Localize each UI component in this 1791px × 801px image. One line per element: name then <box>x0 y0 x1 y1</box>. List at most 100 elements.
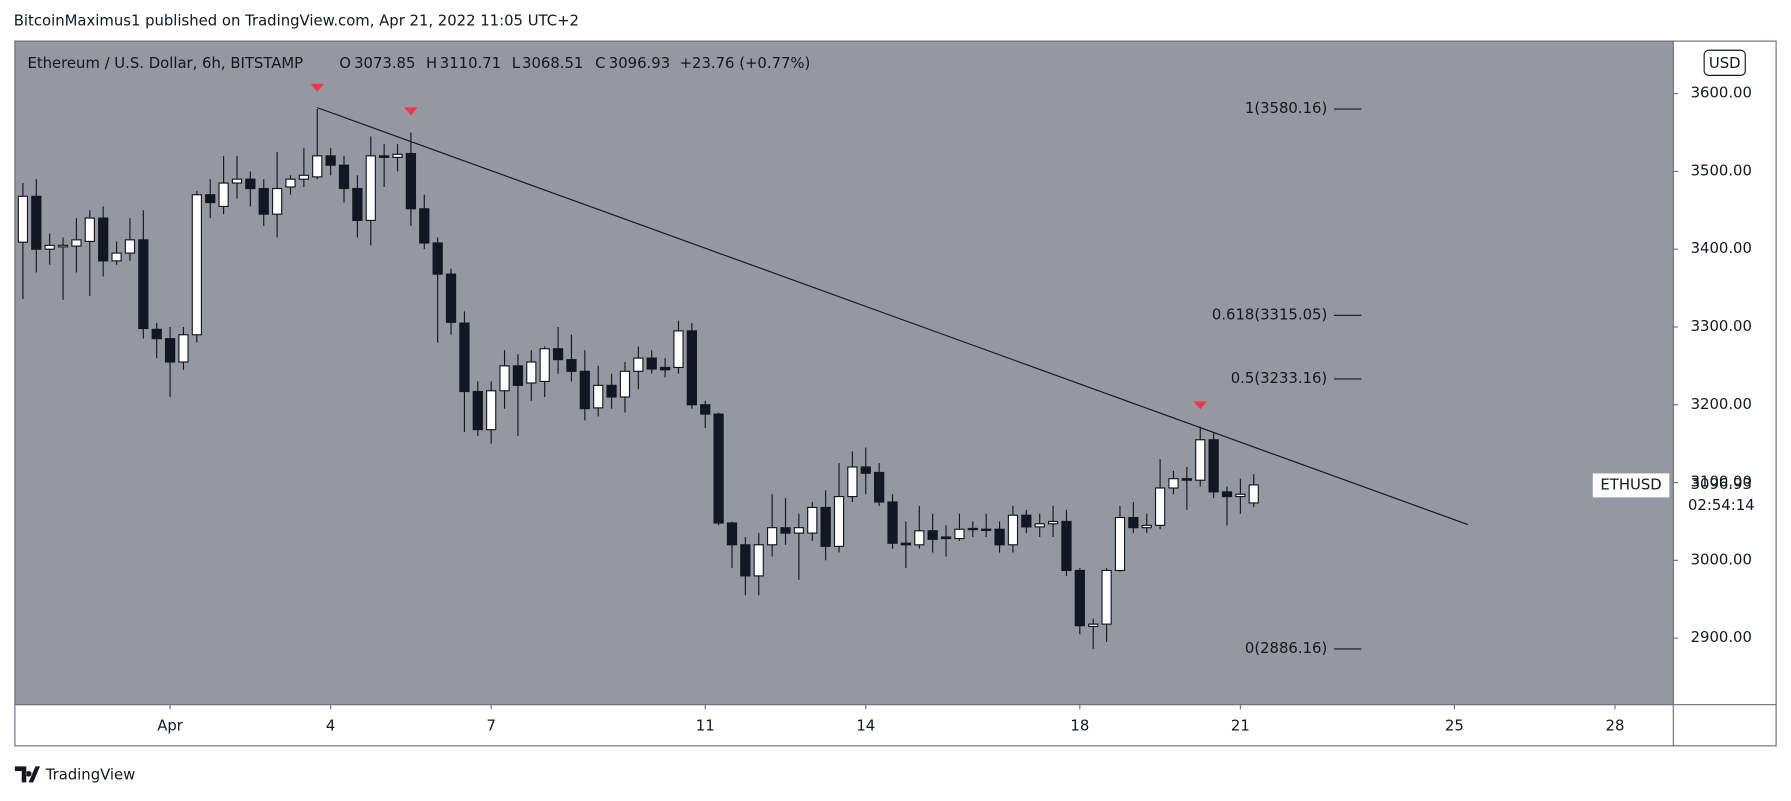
candle-body <box>552 348 564 361</box>
candle-body <box>98 217 109 262</box>
candle-body <box>178 334 189 363</box>
candle-body <box>111 252 122 262</box>
logo-mark[interactable] <box>14 766 41 783</box>
candle-body <box>994 528 1005 546</box>
chart-title: Ethereum / U.S. Dollar, 6h, BITSTAMP <box>27 55 303 72</box>
candle-body <box>472 390 483 431</box>
plot-area: 1(3580.16) 0.618(3315.05) 0.5(3233.16) 0(28… <box>17 83 1469 657</box>
candle-body <box>900 542 912 546</box>
candle-body <box>847 466 858 498</box>
candle-body <box>526 361 537 384</box>
candle-body <box>686 330 697 406</box>
candle-body <box>231 178 243 184</box>
candle-body <box>833 495 845 547</box>
brand-logo[interactable]: TradingView <box>14 766 136 784</box>
candle-body <box>940 536 952 540</box>
candle-body <box>740 544 751 577</box>
fib-level-label: 0(2886.16) <box>1245 640 1327 657</box>
y-tick-label: 2900.00 <box>1691 629 1752 646</box>
candle-body <box>793 527 805 534</box>
candle-body <box>285 178 296 188</box>
candle-body <box>860 466 871 474</box>
last-price: 3096.93 <box>1691 476 1752 493</box>
chart-frame <box>14 40 1777 747</box>
y-tick-label: 3300.00 <box>1691 318 1752 335</box>
peak-marker <box>310 83 325 92</box>
symbol-label: ETHUSD <box>1600 476 1661 493</box>
ohlc-label: H <box>426 55 437 72</box>
candle-body <box>606 384 617 398</box>
ohlc-value: 3110.71 <box>440 55 501 72</box>
candle-body <box>726 522 738 546</box>
ohlc-label: L <box>512 55 521 72</box>
currency-box[interactable] <box>1703 49 1746 76</box>
candle-body <box>1235 493 1246 498</box>
candle-body <box>539 348 550 383</box>
y-tick-label: 3000.00 <box>1691 551 1752 568</box>
candle-body <box>967 527 978 531</box>
candle-body <box>271 187 283 215</box>
candle-body <box>1114 516 1126 572</box>
x-tick-label: 28 <box>1606 717 1625 734</box>
ohlc-value: 3073.85 <box>354 55 415 72</box>
x-tick-label: 4 <box>326 717 335 734</box>
candle-body <box>258 187 269 215</box>
candle-body <box>1034 523 1045 528</box>
x-tick-label: Apr <box>157 717 184 734</box>
candle-body <box>659 366 671 371</box>
candle-body <box>646 357 657 370</box>
x-tick-label: 11 <box>696 717 715 734</box>
candle-body <box>1074 569 1085 627</box>
x-tick-label: 18 <box>1070 717 1089 734</box>
change-value: +23.76 (+0.77%) <box>680 55 811 72</box>
price-tag <box>1674 472 1769 519</box>
ohlc-value: 3096.93 <box>609 55 670 72</box>
candle-body <box>17 195 29 243</box>
y-tick-label: 3600.00 <box>1691 85 1752 102</box>
candle-body <box>1154 487 1166 526</box>
candle-body <box>619 370 631 398</box>
plot-background <box>14 41 1674 705</box>
candle-body <box>84 217 95 242</box>
candle-body <box>780 527 791 534</box>
candle-body <box>379 155 390 158</box>
x-tick-label: 21 <box>1231 717 1250 734</box>
candle-body <box>298 174 310 180</box>
candle-body <box>352 187 363 221</box>
candle-body <box>57 244 69 248</box>
symbol-box <box>1591 472 1671 499</box>
y-tick-label: 3200.00 <box>1691 396 1752 413</box>
y-tick-label: 3100.00 <box>1691 474 1752 491</box>
y-tick-label: 3500.00 <box>1691 162 1752 179</box>
candle-body <box>566 359 577 372</box>
candle-body <box>31 195 42 250</box>
candle-body <box>124 239 136 254</box>
y-tick-label: 3400.00 <box>1691 240 1752 257</box>
candle-body <box>512 365 524 386</box>
candle-body <box>766 527 778 546</box>
candle-body <box>1248 484 1259 504</box>
x-tick-label: 25 <box>1445 717 1464 734</box>
candle-body <box>1088 623 1099 628</box>
fib-level-label: 1(3580.16) <box>1245 100 1327 117</box>
candle-body <box>1101 569 1112 625</box>
candle-body <box>700 404 711 415</box>
currency-label[interactable]: USD <box>1709 55 1741 72</box>
candle-body <box>245 178 256 190</box>
candle-body <box>1221 491 1233 498</box>
brand-name[interactable]: TradingView <box>45 767 136 784</box>
candle-body <box>954 528 965 540</box>
candle-body <box>1141 524 1152 529</box>
candle-body <box>312 155 323 178</box>
ohlc-label: C <box>595 55 605 72</box>
candle-body <box>71 239 82 247</box>
trendline <box>317 107 1469 526</box>
candle-body <box>459 322 470 393</box>
candle-body <box>499 365 510 392</box>
x-tick-label: 7 <box>486 717 495 734</box>
candle-body <box>1021 514 1032 528</box>
x-tick-label: 14 <box>856 717 875 734</box>
candle-body <box>1208 439 1219 493</box>
peak-marker <box>1193 401 1208 410</box>
